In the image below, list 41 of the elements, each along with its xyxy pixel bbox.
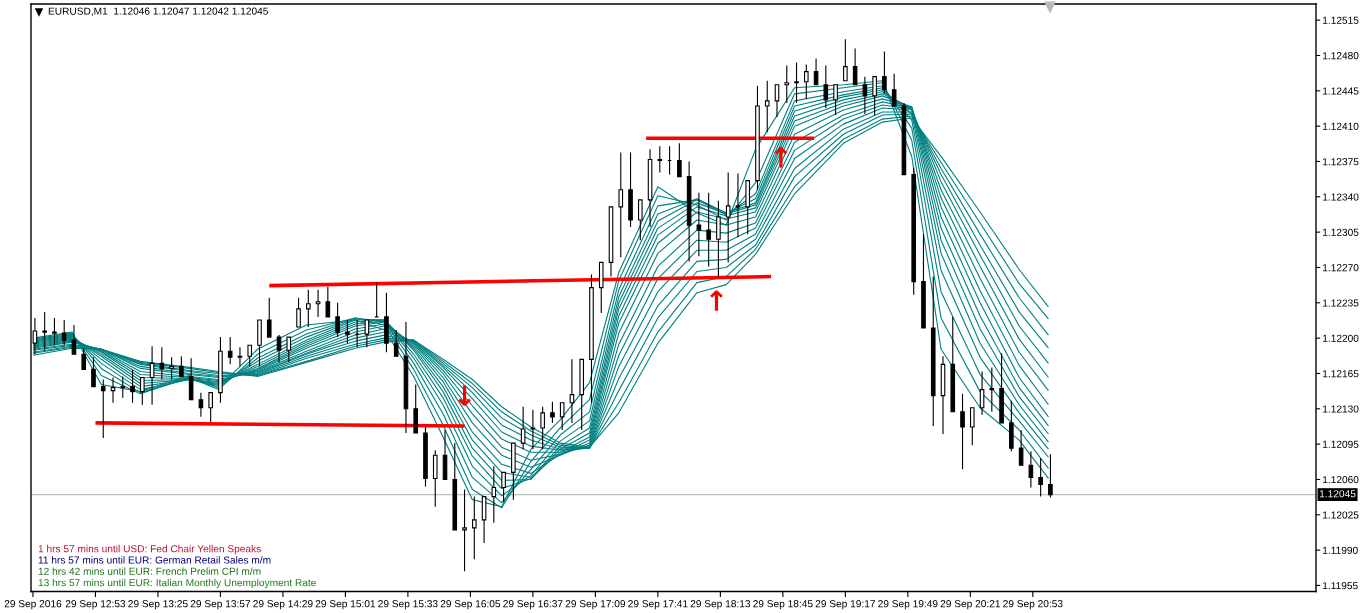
- y-tick-label: 1.12515: [1323, 16, 1359, 24]
- x-tick-label: 29 Sep 18:13: [690, 600, 751, 610]
- y-tick-label: 1.12340: [1323, 193, 1359, 201]
- y-tick-label: 1.12165: [1323, 370, 1359, 378]
- x-tick-label: 29 Sep 20:21: [940, 600, 1001, 610]
- x-tick-label: 29 Sep 15:01: [315, 600, 376, 610]
- x-tick-label: 29 Sep 18:45: [753, 600, 813, 610]
- y-tick-label: 1.11990: [1323, 546, 1358, 554]
- y-tick-label: 1.12130: [1323, 405, 1359, 413]
- y-tick-label: 1.12305: [1323, 228, 1359, 236]
- y-tick-label: 1.12235: [1323, 299, 1359, 307]
- annotation: 11 hrs 57 mins until EUR: German Retail Sales m/m: [38, 556, 271, 564]
- y-tick-label: 1.12445: [1323, 87, 1359, 95]
- x-tick-label: 29 Sep 13:25: [128, 600, 188, 610]
- y-tick-label: 1.12375: [1323, 158, 1359, 166]
- y-tick-label: 1.12025: [1323, 511, 1359, 519]
- chart-title: EURUSD,M1 1.12046 1.12047 1.12042 1.12045: [48, 7, 268, 16]
- y-tick-label: 1.12060: [1323, 476, 1359, 484]
- x-tick-label: 29 Sep 17:09: [565, 600, 626, 610]
- y-tick-label: 1.12270: [1323, 264, 1359, 272]
- x-tick-label: 29 Sep 17:41: [628, 600, 688, 610]
- x-tick-label: 29 Sep 19:49: [878, 600, 938, 610]
- annotation: 13 hrs 57 mins until EUR: Italian Monthly Unemployment Rate: [38, 578, 316, 589]
- y-tick-label: 1.12410: [1323, 122, 1359, 130]
- x-tick-label: 29 Sep 16:05: [440, 600, 501, 610]
- x-tick-label: 29 Sep 16:37: [503, 600, 563, 610]
- x-tick-label: 29 Sep 19:17: [815, 600, 876, 610]
- annotation: 1 hrs 57 mins until USD: Fed Chair Yellen Speaks: [38, 544, 261, 555]
- x-tick-label: 29 Sep 12:53: [65, 600, 126, 610]
- x-tick-label: 29 Sep 14:29: [253, 600, 313, 610]
- x-tick-label: 29 Sep 15:33: [378, 600, 438, 610]
- ref-line-label: 1.12045: [1319, 490, 1356, 498]
- y-tick-label: 1.12095: [1323, 440, 1359, 448]
- y-tick-label: 1.12480: [1323, 52, 1359, 60]
- x-tick-label: 29 Sep 13:57: [190, 600, 251, 610]
- y-tick-label: 1.12200: [1323, 334, 1359, 342]
- y-tick-label: 1.11955: [1323, 582, 1358, 590]
- annotation: ↑: [710, 290, 723, 311]
- x-tick-label: 29 Sep 20:53: [1003, 600, 1063, 610]
- annotation: 12 hrs 42 mins until EUR: French Prelim CPI m/m: [38, 567, 261, 575]
- x-tick-label: 29 Sep 2016: [4, 600, 62, 610]
